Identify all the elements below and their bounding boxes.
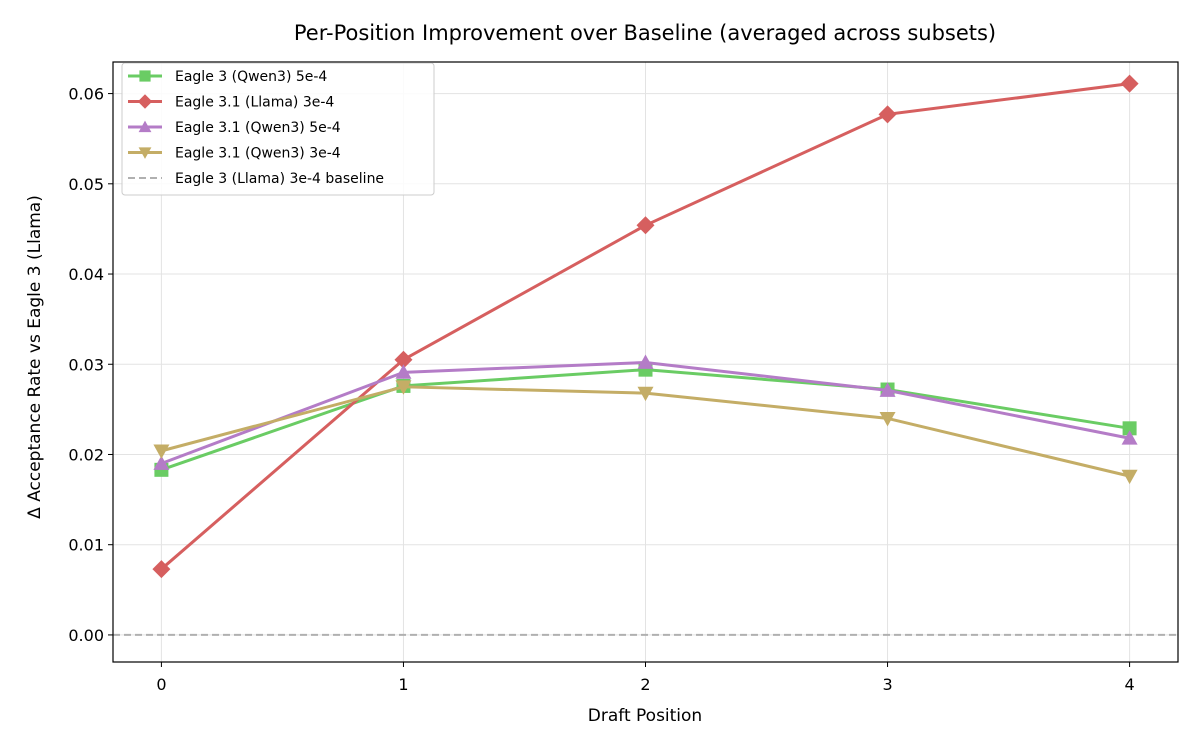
- y-axis-label: Δ Acceptance Rate vs Eagle 3 (Llama): [25, 195, 45, 519]
- data-point-triangle-down: [395, 380, 412, 395]
- data-point-diamond: [878, 105, 897, 124]
- legend-item: Eagle 3.1 (Qwen3) 5e-4: [128, 120, 341, 136]
- data-point-diamond: [1120, 74, 1139, 93]
- series-3: [153, 354, 1138, 470]
- data-point-triangle-down: [879, 411, 896, 427]
- series-2: [152, 74, 1139, 579]
- legend-label: Eagle 3.1 (Qwen3) 5e-4: [175, 120, 341, 136]
- legend-item: Eagle 3 (Llama) 3e-4 baseline: [128, 171, 384, 187]
- y-tick-label: 0.02: [68, 445, 104, 464]
- data-point-diamond: [152, 560, 171, 579]
- legend: Eagle 3 (Qwen3) 5e-4 Eagle 3.1 (Llama) 3e…: [121, 62, 435, 196]
- y-tick-label: 0.06: [68, 85, 104, 104]
- data-point-square: [139, 70, 151, 82]
- data-point-triangle-down: [153, 444, 170, 459]
- y-tick-label: 0.04: [68, 265, 104, 284]
- chart-title: Per-Position Improvement over Baseline (…: [294, 21, 996, 45]
- legend-label: Eagle 3 (Qwen3) 5e-4: [175, 69, 327, 85]
- x-axis-ticks: 0 1 2 3 4: [156, 662, 1135, 694]
- y-tick-label: 0.01: [68, 536, 104, 555]
- legend-label: Eagle 3.1 (Llama) 3e-4: [175, 95, 334, 111]
- data-point-triangle-up: [637, 354, 654, 369]
- x-tick-label: 1: [398, 675, 408, 694]
- data-point-triangle-up: [395, 364, 412, 379]
- legend-box: [121, 62, 435, 196]
- data-point-triangle-down: [138, 147, 152, 159]
- data-point-diamond: [137, 94, 153, 109]
- data-point-diamond: [394, 350, 413, 369]
- legend-item: Eagle 3.1 (Qwen3) 3e-4: [128, 146, 341, 162]
- data-point-triangle-down: [1121, 469, 1138, 485]
- x-tick-label: 0: [156, 675, 166, 694]
- data-point-diamond: [636, 216, 655, 235]
- data-point-triangle-up: [138, 120, 152, 133]
- data-point-triangle-down: [637, 386, 654, 402]
- series-layer: [152, 74, 1139, 579]
- x-tick-label: 2: [640, 675, 650, 694]
- data-point-triangle-up: [1121, 430, 1138, 445]
- y-tick-label: 0.03: [68, 355, 104, 374]
- data-point-square: [1122, 421, 1137, 436]
- x-axis-label: Draft Position: [588, 706, 702, 726]
- legend-label: Eagle 3.1 (Qwen3) 3e-4: [175, 146, 341, 162]
- data-point-triangle-up: [153, 455, 170, 470]
- y-tick-label: 0.05: [68, 175, 104, 194]
- legend-label: Eagle 3 (Llama) 3e-4 baseline: [175, 171, 384, 187]
- data-point-triangle-up: [879, 382, 896, 397]
- legend-item: Eagle 3 (Qwen3) 5e-4: [128, 69, 327, 85]
- y-axis-ticks: 0.00 0.01 0.02 0.03 0.04 0.05 0.06: [68, 85, 113, 645]
- y-tick-label: 0.00: [68, 626, 104, 645]
- x-tick-label: 3: [882, 675, 892, 694]
- series-4: [153, 380, 1138, 485]
- legend-item: Eagle 3.1 (Llama) 3e-4: [128, 94, 334, 111]
- x-tick-label: 4: [1124, 675, 1134, 694]
